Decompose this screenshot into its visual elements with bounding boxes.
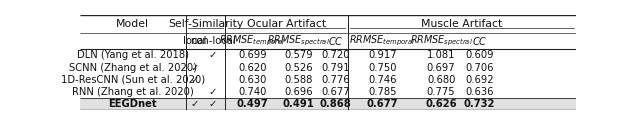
Text: 0.732: 0.732: [463, 99, 495, 109]
Text: ✓: ✓: [190, 75, 199, 85]
Text: EEGDnet: EEGDnet: [108, 99, 157, 109]
Text: 0.609: 0.609: [465, 50, 493, 60]
Text: 0.776: 0.776: [321, 75, 349, 85]
Text: 0.497: 0.497: [237, 99, 268, 109]
Text: non-local: non-local: [190, 36, 236, 46]
Text: Ocular Artifact: Ocular Artifact: [247, 19, 326, 29]
Bar: [80, 98, 576, 110]
Text: 0.699: 0.699: [238, 50, 267, 60]
Text: ✓: ✓: [209, 87, 217, 97]
Text: 0.692: 0.692: [465, 75, 493, 85]
Text: 0.746: 0.746: [368, 75, 397, 85]
Text: 1.081: 1.081: [427, 50, 455, 60]
Text: 0.630: 0.630: [239, 75, 267, 85]
Text: Self-Similarity: Self-Similarity: [168, 19, 243, 29]
Text: $RRMSE_{spectral}$: $RRMSE_{spectral}$: [410, 34, 472, 48]
Text: SCNN (Zhang et al. 2020): SCNN (Zhang et al. 2020): [68, 63, 196, 73]
Text: ✓: ✓: [190, 63, 199, 73]
Text: 0.750: 0.750: [368, 63, 397, 73]
Text: $RRMSE_{temporal}$: $RRMSE_{temporal}$: [349, 34, 416, 48]
Text: 0.740: 0.740: [239, 87, 267, 97]
Text: Muscle Artifact: Muscle Artifact: [421, 19, 502, 29]
Text: ✓: ✓: [209, 99, 217, 109]
Text: ✓: ✓: [209, 50, 217, 60]
Text: 0.791: 0.791: [321, 63, 349, 73]
Text: 0.677: 0.677: [367, 99, 398, 109]
Text: 0.626: 0.626: [425, 99, 457, 109]
Text: 0.491: 0.491: [282, 99, 314, 109]
Text: 1D-ResCNN (Sun et al. 2020): 1D-ResCNN (Sun et al. 2020): [61, 75, 205, 85]
Text: $RRMSE_{temporal}$: $RRMSE_{temporal}$: [220, 34, 286, 48]
Text: 0.636: 0.636: [465, 87, 493, 97]
Text: 0.677: 0.677: [321, 87, 349, 97]
Text: 0.868: 0.868: [319, 99, 351, 109]
Text: local: local: [183, 36, 206, 46]
Text: RNN (Zhang et al. 2020): RNN (Zhang et al. 2020): [72, 87, 193, 97]
Text: 0.917: 0.917: [368, 50, 397, 60]
Text: 0.588: 0.588: [284, 75, 312, 85]
Text: 0.526: 0.526: [284, 63, 312, 73]
Text: 0.775: 0.775: [427, 87, 456, 97]
Text: 0.696: 0.696: [284, 87, 312, 97]
Text: 0.720: 0.720: [321, 50, 349, 60]
Text: 0.620: 0.620: [238, 63, 267, 73]
Text: 0.785: 0.785: [368, 87, 397, 97]
Text: DLN (Yang et al. 2018): DLN (Yang et al. 2018): [77, 50, 189, 60]
Text: 0.579: 0.579: [284, 50, 312, 60]
Text: 0.706: 0.706: [465, 63, 493, 73]
Text: Model: Model: [116, 19, 149, 29]
Text: ✓: ✓: [190, 99, 199, 109]
Text: $RRMSE_{spectral}$: $RRMSE_{spectral}$: [267, 34, 330, 48]
Text: 0.680: 0.680: [427, 75, 455, 85]
Text: 0.697: 0.697: [427, 63, 456, 73]
Text: $CC$: $CC$: [472, 35, 487, 47]
Text: $CC$: $CC$: [328, 35, 343, 47]
